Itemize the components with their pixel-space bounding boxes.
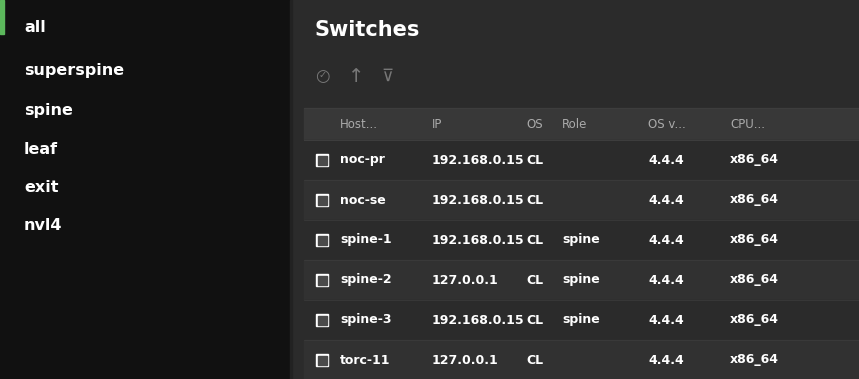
Text: CL: CL [526, 153, 543, 166]
Bar [318, 235, 326, 244]
Text: 4.4.4: 4.4.4 [648, 274, 684, 287]
Bar [318, 276, 326, 285]
Text: x86_64: x86_64 [730, 313, 779, 326]
Bar [318, 315, 326, 324]
Text: 192.168.0.15: 192.168.0.15 [432, 153, 525, 166]
Text: 4.4.4: 4.4.4 [648, 354, 684, 366]
Text: spine-1: spine-1 [340, 233, 392, 246]
Bar [0, 0, 4, 34]
Text: OS: OS [526, 117, 543, 130]
Bar [316, 354, 328, 366]
Text: nvl4: nvl4 [24, 219, 63, 233]
Text: CL: CL [526, 313, 543, 326]
Bar [304, 260, 859, 300]
Text: ○: ○ [315, 67, 330, 85]
Bar [318, 196, 326, 205]
Text: 4.4.4: 4.4.4 [648, 233, 684, 246]
Text: 127.0.0.1: 127.0.0.1 [432, 354, 499, 366]
Text: exit: exit [24, 180, 58, 196]
Bar [292, 0, 859, 379]
Text: 4.4.4: 4.4.4 [648, 194, 684, 207]
Bar [304, 220, 859, 260]
Text: OS v...: OS v... [648, 117, 685, 130]
Text: superspine: superspine [24, 63, 124, 77]
Text: 4.4.4: 4.4.4 [648, 313, 684, 326]
Text: spine: spine [24, 102, 73, 117]
Text: x86_64: x86_64 [730, 354, 779, 366]
Text: x86_64: x86_64 [730, 153, 779, 166]
Text: 192.168.0.15: 192.168.0.15 [432, 233, 525, 246]
Bar [318, 356, 326, 365]
Text: 4.4.4: 4.4.4 [648, 153, 684, 166]
Bar [304, 108, 859, 140]
Text: leaf: leaf [24, 143, 58, 158]
Text: spine: spine [562, 233, 600, 246]
Text: x86_64: x86_64 [730, 194, 779, 207]
Text: spine-2: spine-2 [340, 274, 392, 287]
Bar [0, 0, 290, 379]
Text: noc-se: noc-se [340, 194, 386, 207]
Bar [316, 274, 328, 286]
Bar [316, 194, 328, 206]
Text: CL: CL [526, 194, 543, 207]
Text: IP: IP [432, 117, 442, 130]
Text: Role: Role [562, 117, 588, 130]
Bar [304, 180, 859, 220]
Text: torc-11: torc-11 [340, 354, 391, 366]
Text: all: all [24, 20, 46, 36]
Bar [304, 340, 859, 379]
Text: CL: CL [526, 354, 543, 366]
Bar [304, 300, 859, 340]
Text: Switches: Switches [315, 20, 420, 40]
Text: x86_64: x86_64 [730, 274, 779, 287]
Text: CPU...: CPU... [730, 117, 765, 130]
Text: ⊽: ⊽ [381, 67, 393, 85]
Text: noc-pr: noc-pr [340, 153, 385, 166]
Bar [316, 234, 328, 246]
Text: CL: CL [526, 274, 543, 287]
Text: 192.168.0.15: 192.168.0.15 [432, 194, 525, 207]
Text: spine: spine [562, 313, 600, 326]
Bar [316, 314, 328, 326]
Bar [318, 155, 326, 164]
Text: spine: spine [562, 274, 600, 287]
Text: 192.168.0.15: 192.168.0.15 [432, 313, 525, 326]
Text: Host...: Host... [340, 117, 378, 130]
Text: x86_64: x86_64 [730, 233, 779, 246]
Bar [304, 140, 859, 180]
Text: ✓: ✓ [319, 70, 327, 80]
Bar [290, 0, 292, 379]
Text: spine-3: spine-3 [340, 313, 392, 326]
Text: 127.0.0.1: 127.0.0.1 [432, 274, 499, 287]
Bar [316, 154, 328, 166]
Text: ↑: ↑ [348, 66, 364, 86]
Text: CL: CL [526, 233, 543, 246]
